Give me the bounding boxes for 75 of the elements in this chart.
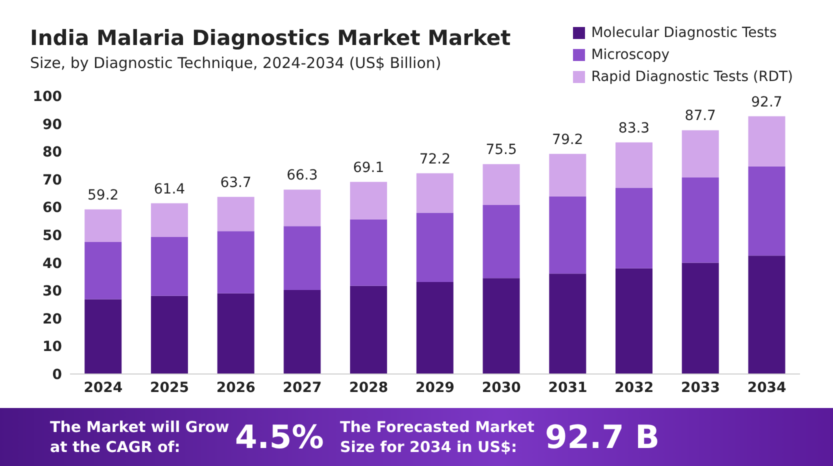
bar [682,177,719,263]
y-tick-label: 60 [42,200,62,216]
bar [150,236,188,296]
total-label: 66.3 [286,168,318,184]
bar [549,274,586,374]
bar [416,212,454,282]
bar [748,256,786,374]
total-label: 79.2 [552,132,584,148]
x-tick-label: 2026 [216,380,256,396]
chart-title: India Malaria Diagnostics Market Market [30,26,511,50]
x-tick-label: 2030 [482,380,522,396]
bar [350,286,388,374]
bar [217,231,254,294]
bar [284,190,321,226]
bar [150,296,188,374]
bar [350,182,388,220]
bar [616,188,653,268]
x-tick-label: 2032 [614,380,654,396]
chart-subtitle: Size, by Diagnostic Technique, 2024-2034 (US$ Billion) [30,54,442,72]
total-label: 83.3 [618,120,650,136]
legend-label: Molecular Diagnostic Tests [591,25,777,41]
bar [284,226,321,290]
x-tick-label: 2025 [150,380,190,396]
x-tick-label: 2024 [84,380,123,396]
total-label: 61.4 [154,181,186,198]
y-tick-label: 70 [42,172,62,188]
total-label: 59.2 [88,187,119,204]
total-label: 72.2 [419,151,451,168]
bar [416,282,454,374]
y-tick-label: 100 [32,88,62,105]
bar [482,164,520,205]
total-label: 69.1 [352,160,384,176]
total-label: 63.7 [220,174,252,191]
bar [748,116,786,166]
bar [416,173,454,213]
bar [616,142,653,188]
y-tick-label: 30 [42,284,62,300]
bar [84,299,122,374]
y-tick-label: 40 [42,256,62,272]
bar [549,154,586,196]
bar [350,219,388,286]
bar [482,204,520,278]
x-tick-label: 2031 [548,380,588,396]
bar [682,262,719,374]
y-tick-label: 80 [42,144,62,161]
bar [217,196,254,232]
bar [84,209,122,242]
x-tick-label: 2028 [349,380,388,396]
bar [150,203,188,237]
bar [284,290,321,374]
total-label: 92.7 [751,94,782,110]
bar [549,196,586,274]
bar [482,278,520,374]
text: The Market will Grow at the CAGR of: [50,418,230,456]
x-tick-label: 2029 [416,380,454,396]
y-tick-label: 90 [42,116,62,133]
text: 4.5% [235,418,324,456]
bar [616,268,653,374]
legend-label: Rapid Diagnostic Tests (RDT) [591,69,793,85]
y-tick-label: 0 [52,366,62,383]
x-tick-label: 2033 [680,380,720,396]
y-tick-label: 50 [42,228,62,244]
text: The Forecasted Market Size for 2034 in US$: [340,417,536,457]
bar [748,166,786,256]
text: 92.7 B [545,418,660,456]
legend-label: Microscopy [591,47,670,63]
x-tick-label: 2027 [282,380,322,396]
bar [84,242,122,300]
bar [682,130,719,178]
x-tick-label: 2034 [747,380,787,396]
total-label: 75.5 [486,142,517,158]
total-label: 87.7 [684,108,716,124]
y-tick-label: 10 [42,339,62,356]
y-tick-label: 20 [42,311,62,328]
bar [217,293,254,374]
